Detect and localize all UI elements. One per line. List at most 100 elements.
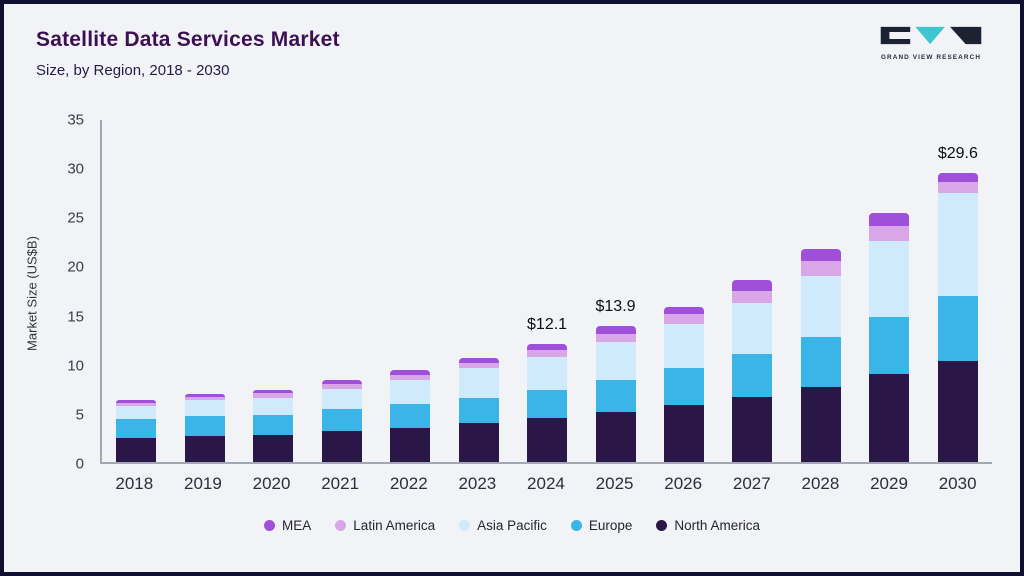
bar-segment-latin-america: [458, 362, 499, 369]
bar-stack: [253, 120, 294, 462]
bar-segment-mea: [321, 379, 362, 384]
bar-segment-europe: [800, 336, 841, 387]
y-axis-ticks: 0 5 10 15 20 25 30 35: [44, 112, 94, 473]
bar-column-2030: $29.6: [924, 120, 992, 462]
bar-column-2022: [376, 120, 444, 462]
bar-segment-europe: [321, 409, 362, 431]
bar-segment-mea: [253, 389, 294, 394]
bar-segment-mea: [390, 370, 431, 375]
bar-column-2021: [307, 120, 375, 462]
bar-segment-north-america: [527, 418, 568, 462]
bar-segment-latin-america: [390, 374, 431, 380]
bar-segment-north-america: [595, 412, 636, 462]
bar-column-2023: [444, 120, 512, 462]
bar-segment-europe: [527, 389, 568, 419]
x-tick-label: 2029: [870, 474, 908, 493]
bar-segment-europe: [390, 404, 431, 428]
bar-stack: [937, 120, 978, 462]
bar-segment-latin-america: [937, 181, 978, 194]
page-title: Satellite Data Services Market: [36, 28, 340, 51]
bar-stack: [869, 120, 910, 462]
x-tick-label: 2022: [389, 474, 428, 493]
bar-segment-asia-pacific: [869, 241, 910, 318]
x-tick-label: 2027: [732, 474, 771, 493]
bar-segment-europe: [663, 368, 704, 406]
legend-label: North America: [674, 518, 760, 533]
bar-column-2028: [787, 120, 855, 462]
legend-item-latin-america: Latin America: [335, 518, 435, 533]
bar-segment-europe: [937, 295, 978, 362]
legend-swatch-icon: [656, 520, 668, 531]
bar-segment-europe: [732, 353, 773, 397]
bar-segment-asia-pacific: [321, 388, 362, 410]
bar-segment-north-america: [800, 386, 841, 462]
bar-segment-latin-america: [595, 333, 636, 342]
bar-segment-latin-america: [663, 314, 704, 325]
bar-segment-latin-america: [184, 396, 225, 401]
bar-segment-europe: [116, 419, 157, 438]
bar-segment-north-america: [458, 422, 499, 462]
bar-stack: [116, 120, 157, 462]
bar-segment-north-america: [321, 430, 362, 462]
logo-mark-icon: [880, 26, 982, 45]
x-tick-label: 2024: [527, 474, 565, 493]
bar-segment-europe: [595, 379, 636, 413]
bar-segment-mea: [527, 343, 568, 351]
bar-segment-latin-america: [732, 291, 773, 303]
x-tick-label: 2019: [184, 474, 222, 493]
bar-segment-mea: [732, 280, 773, 292]
bar-segment-north-america: [869, 374, 910, 462]
y-tick-label: 0: [75, 455, 84, 473]
bar-stack: [800, 120, 841, 462]
bar-segment-north-america: [663, 405, 704, 462]
bar-segment-latin-america: [869, 225, 910, 242]
plot-area: $12.1 $13.9 $29.6: [100, 120, 992, 464]
bar-column-2024: $12.1: [513, 120, 581, 462]
bar-segment-asia-pacific: [116, 406, 157, 420]
bar-segment-europe: [184, 416, 225, 436]
bar-column-2018: [102, 120, 170, 462]
bar-stack: [458, 120, 499, 462]
legend-label: Asia Pacific: [477, 518, 547, 533]
legend-swatch-icon: [264, 520, 276, 531]
bar-column-2026: [650, 120, 718, 462]
bar-segment-europe: [869, 317, 910, 375]
bar-segment-mea: [800, 249, 841, 261]
x-tick-label: 2026: [664, 474, 703, 493]
legend-item-asia-pacific: Asia Pacific: [459, 518, 547, 533]
bar-segment-mea: [869, 212, 910, 226]
bar-stack: [527, 120, 568, 462]
bar-segment-north-america: [937, 361, 978, 462]
bar-stack: [184, 120, 225, 462]
y-tick-label: 15: [67, 308, 84, 326]
y-tick-label: 35: [67, 111, 84, 129]
x-tick-label: 2030: [938, 474, 977, 493]
bar-column-2019: [170, 120, 238, 462]
legend-label: Europe: [588, 518, 633, 533]
bar-value-label: $12.1: [527, 315, 568, 333]
x-tick-label: 2020: [252, 474, 291, 493]
y-tick-label: 30: [67, 160, 84, 178]
bar-column-2020: [239, 120, 307, 462]
bar-stack: [663, 120, 704, 462]
bar-segment-asia-pacific: [937, 193, 978, 296]
bar-segment-latin-america: [527, 350, 568, 358]
bar-value-label: $29.6: [937, 144, 978, 162]
x-tick-label: 2021: [321, 474, 360, 493]
legend-item-north-america: North America: [656, 518, 760, 533]
bar-value-label: $13.9: [595, 298, 636, 316]
bar-segment-mea: [116, 400, 157, 404]
y-axis-title: Market Size (US$B): [24, 236, 40, 351]
bar-segment-latin-america: [800, 260, 841, 277]
legend-label: MEA: [282, 518, 312, 533]
bar-segment-mea: [663, 306, 704, 315]
bar-segment-north-america: [253, 434, 294, 462]
grand-view-research-logo: GRAND VIEW RESEARCH: [878, 24, 984, 61]
bar-segment-mea: [458, 358, 499, 363]
bar-column-2027: [718, 120, 786, 462]
legend-swatch-icon: [570, 520, 582, 531]
bar-segment-latin-america: [253, 393, 294, 398]
bar-segment-asia-pacific: [253, 397, 294, 416]
bar-segment-north-america: [116, 437, 157, 462]
